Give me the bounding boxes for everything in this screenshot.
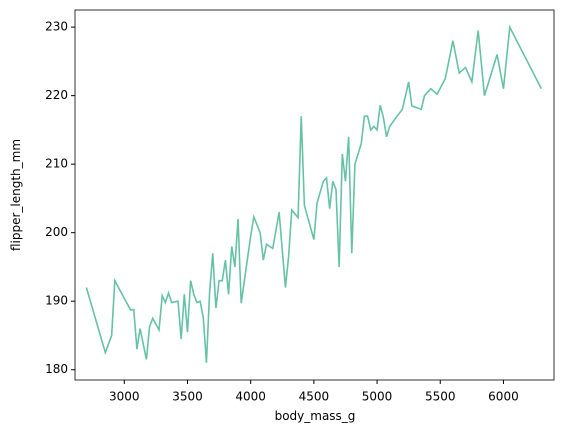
- x-tick-label: 4500: [299, 390, 330, 404]
- y-axis-label: flipper_length_mm: [9, 139, 23, 251]
- x-tick-label: 3500: [172, 390, 203, 404]
- y-tick-label: 210: [45, 157, 68, 171]
- y-tick-label: 180: [45, 362, 68, 376]
- x-tick-label: 3000: [109, 390, 140, 404]
- x-tick-label: 5500: [425, 390, 456, 404]
- plot-frame: [74, 9, 555, 381]
- x-tick-label: 6000: [488, 390, 519, 404]
- x-tick-label: 4000: [235, 390, 266, 404]
- y-tick-label: 200: [45, 225, 68, 239]
- y-tick-label: 190: [45, 294, 68, 308]
- y-tick-label: 220: [45, 88, 68, 102]
- x-axis-label: body_mass_g: [275, 409, 356, 423]
- x-tick-label: 5000: [362, 390, 393, 404]
- line: [85, 24, 543, 363]
- y-tick-label: 230: [45, 20, 68, 34]
